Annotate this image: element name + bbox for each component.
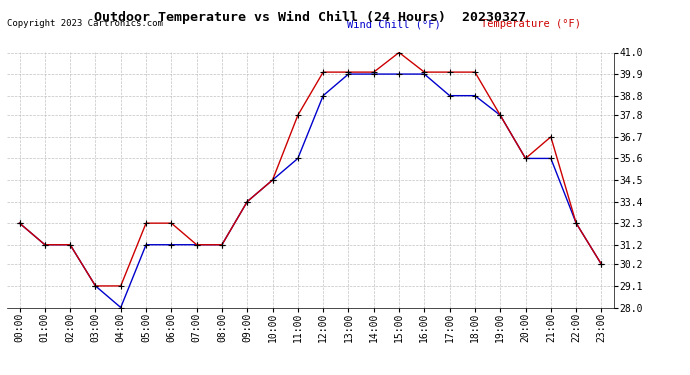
Text: Outdoor Temperature vs Wind Chill (24 Hours)  20230327: Outdoor Temperature vs Wind Chill (24 Ho… [95, 11, 526, 24]
Text: Temperature (°F): Temperature (°F) [480, 20, 580, 29]
Text: Copyright 2023 Cartronics.com: Copyright 2023 Cartronics.com [7, 20, 163, 28]
Text: Wind Chill (°F): Wind Chill (°F) [347, 20, 453, 29]
